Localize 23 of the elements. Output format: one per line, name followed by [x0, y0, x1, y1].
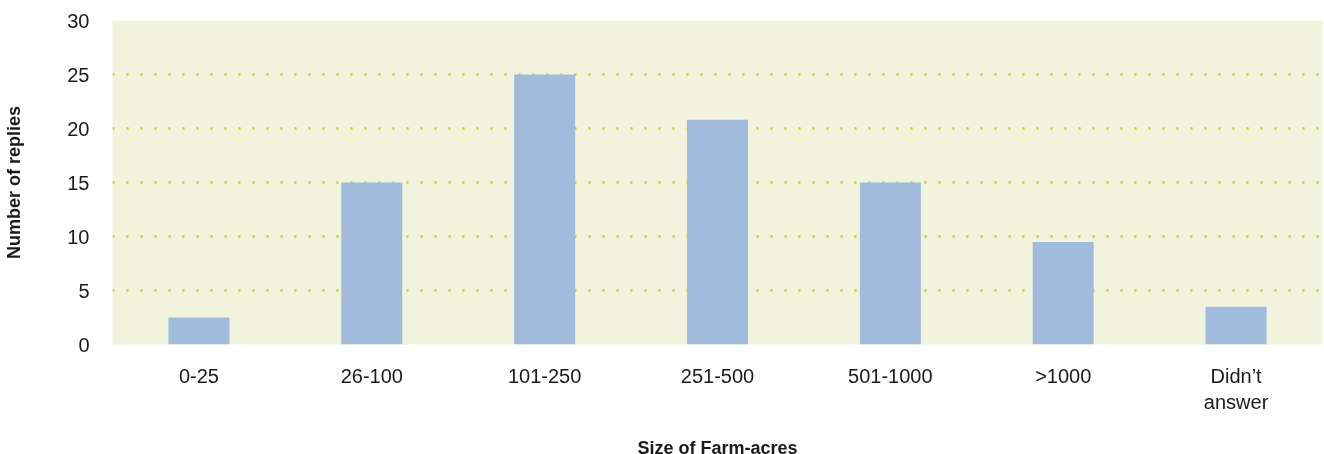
bar	[859, 182, 921, 345]
bar	[686, 119, 749, 345]
x-tick-label: 26-100	[340, 364, 403, 387]
y-tick-label: 15	[67, 171, 90, 194]
y-tick-label: 30	[67, 9, 90, 32]
x-tick-label: 501-1000	[848, 364, 933, 387]
y-tick-label: 25	[67, 63, 90, 86]
x-tick-label: 101-250	[507, 364, 582, 387]
bar	[341, 182, 403, 345]
bar	[168, 317, 230, 345]
y-tick-label: 0	[78, 333, 90, 356]
x-tick-label: 251-500	[680, 364, 755, 387]
y-tick-label: 5	[78, 279, 90, 302]
bar	[1032, 241, 1094, 345]
x-tick-label: 0-25	[178, 364, 219, 387]
y-tick-label: 10	[67, 225, 90, 248]
x-tick-label: >1000	[1035, 364, 1092, 387]
y-axis-title: Number of replies	[4, 105, 25, 260]
bar	[514, 74, 576, 345]
x-axis-title: Size of Farm-acres	[637, 437, 798, 454]
x-tick-label: Didn’t answer	[1203, 364, 1269, 413]
y-tick-label: 20	[67, 117, 90, 140]
bar	[1205, 306, 1267, 345]
